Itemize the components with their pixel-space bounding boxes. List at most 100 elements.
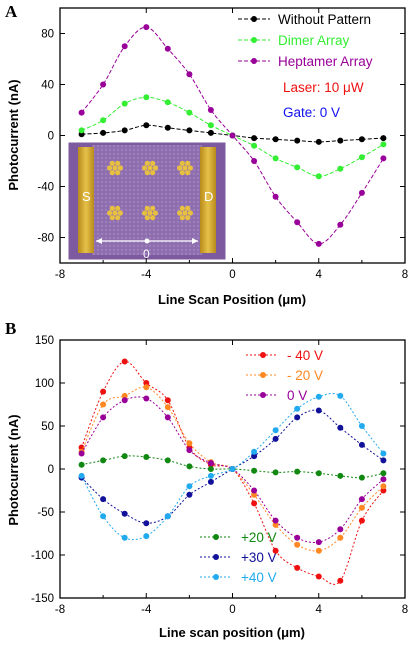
legend-without-pattern-marker — [251, 16, 257, 22]
legend-minus20-marker — [260, 372, 266, 378]
nanodisk — [179, 215, 185, 221]
data-point — [294, 564, 301, 571]
data-point — [164, 404, 171, 411]
data-point — [143, 395, 150, 402]
data-point — [358, 474, 365, 481]
data-point — [100, 388, 107, 395]
nanodisk — [109, 160, 115, 166]
data-point — [78, 109, 85, 116]
panel-b-x-axis-title: Line scan position (μm) — [159, 625, 305, 640]
x-tick-label: -4 — [141, 269, 152, 281]
data-point — [186, 109, 193, 116]
nanodisk — [179, 205, 185, 211]
data-point — [337, 577, 344, 584]
laser-power-annotation: Laser: 10 μW — [283, 80, 364, 95]
data-point — [251, 142, 258, 149]
nanodisk — [185, 205, 191, 211]
nanodisk — [109, 170, 115, 176]
gate-voltage-annotation: Gate: 0 V — [283, 105, 340, 120]
data-point — [143, 520, 150, 527]
legend-plus20-label: +20 V — [241, 530, 277, 545]
data-point — [143, 24, 150, 31]
data-point — [380, 470, 387, 477]
nanodisk — [117, 165, 123, 171]
nanodisk — [147, 165, 153, 171]
series-heptamer-array — [78, 24, 387, 247]
x-tick-label: 8 — [402, 269, 408, 281]
data-point — [186, 447, 193, 454]
data-point — [121, 453, 128, 460]
data-point — [164, 99, 171, 106]
x-tick-label: 0 — [229, 269, 235, 281]
heptamer-cluster-group — [107, 160, 193, 221]
data-point — [294, 534, 301, 541]
heptamer-cluster — [142, 205, 158, 221]
nanodisk — [150, 170, 156, 176]
data-point — [251, 453, 258, 460]
data-point — [358, 136, 365, 143]
series-40-v — [78, 358, 387, 585]
data-point — [272, 521, 279, 528]
legend-without-pattern-label: Without Pattern — [278, 12, 371, 27]
data-point — [337, 534, 344, 541]
nanodisk — [112, 210, 118, 216]
nanodisk — [109, 215, 115, 221]
data-point — [358, 496, 365, 503]
nanodisk — [182, 210, 188, 216]
legend-dimer-label: Dimer Array — [278, 33, 350, 48]
nanodisk — [115, 170, 121, 176]
data-point — [100, 496, 107, 503]
data-point — [315, 573, 322, 580]
data-point — [251, 467, 258, 474]
data-point — [294, 414, 301, 421]
data-point — [358, 504, 365, 511]
data-point — [100, 81, 107, 88]
nanodisk — [115, 205, 121, 211]
y-tick-label: 100 — [35, 378, 54, 390]
panel-b: B Photocurrent (nA) Line scan position (… — [5, 319, 408, 640]
data-point — [315, 407, 322, 414]
data-point — [100, 513, 107, 520]
panel-b-ticks: -8 -4 0 4 8 -150 -100 -50 0 50 100 150 — [31, 335, 408, 616]
data-point — [186, 483, 193, 490]
data-point — [251, 158, 258, 164]
data-point — [358, 189, 365, 196]
panel-b-legend-top: - 40 V - 20 V 0 V — [246, 348, 323, 403]
data-point — [78, 444, 85, 451]
data-point — [121, 534, 128, 541]
data-point — [121, 43, 128, 50]
data-point — [380, 476, 387, 483]
data-point — [143, 122, 150, 129]
data-point — [207, 122, 214, 129]
y-tick-label: -100 — [31, 550, 54, 562]
nanodisk — [117, 210, 123, 216]
data-point — [315, 547, 322, 554]
legend-plus20-marker — [213, 534, 219, 540]
data-point — [294, 541, 301, 548]
data-point — [251, 487, 258, 494]
panel-b-legend-bottom: +20 V +30 V +40 V — [200, 530, 277, 585]
x-tick-label: -8 — [55, 269, 65, 281]
y-tick-label: 0 — [48, 464, 54, 476]
data-point — [186, 440, 193, 447]
heptamer-cluster — [107, 205, 123, 221]
data-point — [207, 460, 214, 466]
heptamer-cluster — [107, 160, 123, 176]
y-tick-label: -50 — [37, 507, 54, 519]
data-point — [294, 405, 301, 412]
source-label: S — [82, 189, 91, 204]
nanodisk — [144, 160, 150, 166]
legend-heptamer-marker — [251, 58, 257, 64]
data-point — [143, 533, 150, 540]
data-point — [164, 124, 171, 131]
data-point — [186, 127, 193, 134]
nanodisk — [185, 160, 191, 166]
data-point — [337, 165, 344, 172]
data-point — [121, 510, 128, 517]
data-point — [380, 135, 387, 142]
nanodisk — [150, 205, 156, 211]
heptamer-cluster — [177, 205, 193, 221]
legend-zero-marker — [260, 392, 266, 398]
nanodisk — [182, 165, 188, 171]
data-point — [229, 466, 236, 472]
